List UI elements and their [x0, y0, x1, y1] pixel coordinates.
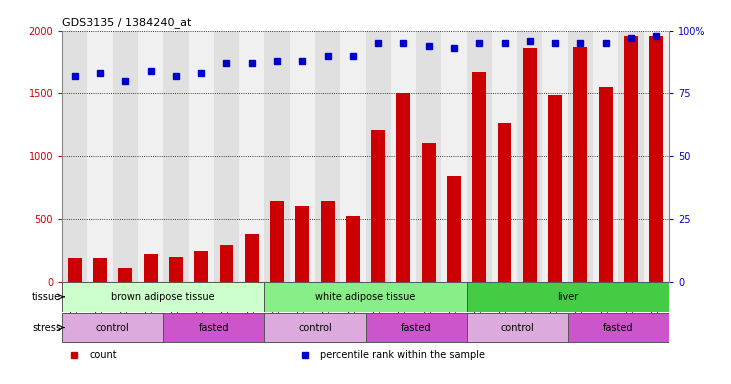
Bar [371, 130, 385, 281]
Bar [568, 313, 669, 342]
Bar [542, 31, 568, 281]
Bar [88, 31, 113, 281]
Bar [144, 254, 158, 281]
Bar [548, 95, 562, 281]
Bar [466, 313, 568, 342]
Bar [568, 31, 593, 281]
Bar [346, 216, 360, 281]
Text: tissue: tissue [32, 292, 61, 302]
Bar [270, 201, 284, 281]
Bar [366, 31, 391, 281]
Bar [624, 36, 638, 281]
Text: control: control [298, 323, 332, 333]
Text: percentile rank within the sample: percentile rank within the sample [320, 349, 485, 359]
Bar [442, 31, 466, 281]
Bar [265, 31, 289, 281]
Bar [366, 313, 466, 342]
Bar [391, 31, 416, 281]
Text: control: control [96, 323, 129, 333]
Bar [599, 87, 613, 281]
Bar [295, 206, 309, 281]
Bar [113, 31, 138, 281]
Bar [340, 31, 366, 281]
Bar [265, 282, 466, 311]
Bar [518, 31, 542, 281]
Text: GDS3135 / 1384240_at: GDS3135 / 1384240_at [62, 17, 192, 28]
Bar [189, 31, 213, 281]
Bar [213, 31, 239, 281]
Bar [618, 31, 643, 281]
Text: fasted: fasted [603, 323, 634, 333]
Bar [68, 258, 82, 281]
Bar [649, 36, 663, 281]
Bar [62, 31, 88, 281]
Bar [265, 313, 366, 342]
Bar [492, 31, 518, 281]
Bar [118, 268, 132, 281]
Bar [593, 31, 618, 281]
Bar [245, 234, 259, 281]
Bar [62, 282, 265, 311]
Bar [422, 143, 436, 281]
Bar [62, 313, 163, 342]
Bar [466, 31, 492, 281]
Text: stress: stress [32, 323, 61, 333]
Bar [138, 31, 163, 281]
Bar [396, 93, 410, 281]
Text: fasted: fasted [199, 323, 229, 333]
Text: white adipose tissue: white adipose tissue [315, 292, 416, 302]
Text: control: control [500, 323, 534, 333]
Text: count: count [89, 349, 117, 359]
Bar [447, 176, 461, 281]
Text: liver: liver [557, 292, 578, 302]
Bar [573, 47, 587, 281]
Bar [643, 31, 669, 281]
Text: brown adipose tissue: brown adipose tissue [111, 292, 215, 302]
Bar [169, 257, 183, 281]
Bar [466, 282, 669, 311]
Bar [163, 313, 265, 342]
Bar [194, 252, 208, 281]
Text: fasted: fasted [401, 323, 431, 333]
Bar [523, 48, 537, 281]
Bar [321, 201, 335, 281]
Bar [498, 123, 512, 281]
Bar [163, 31, 189, 281]
Bar [239, 31, 265, 281]
Bar [416, 31, 442, 281]
Bar [219, 245, 233, 281]
Bar [472, 72, 486, 281]
Bar [315, 31, 340, 281]
Bar [289, 31, 315, 281]
Bar [93, 258, 107, 281]
